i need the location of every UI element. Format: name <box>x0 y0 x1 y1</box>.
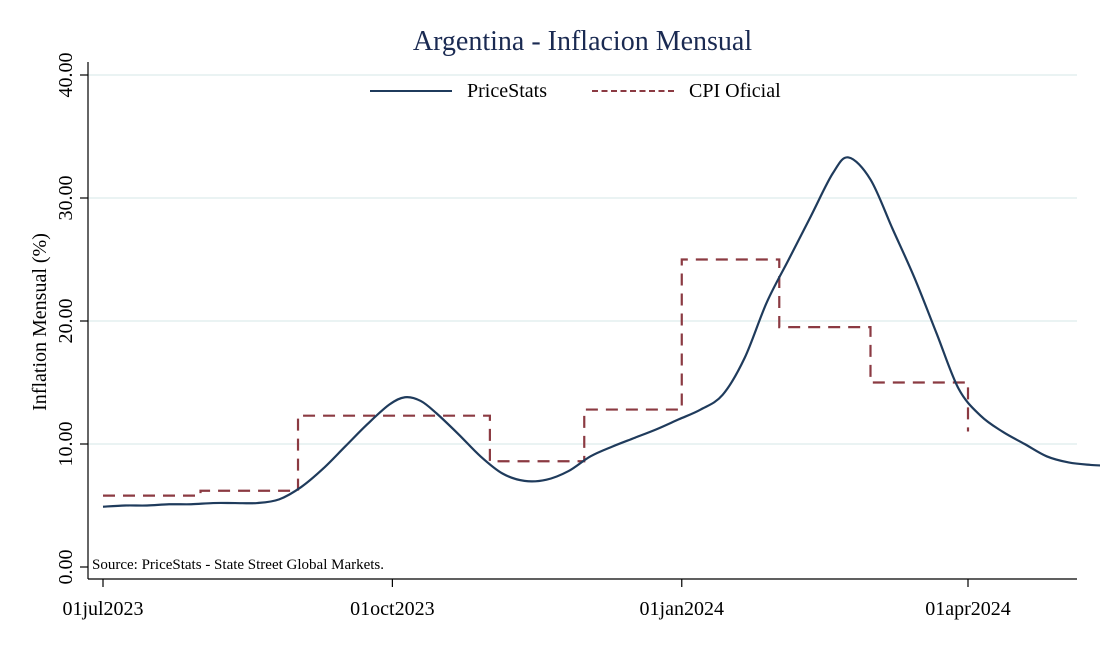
y-tick-label: 10.00 <box>55 422 77 467</box>
cpi-oficial-line <box>103 258 970 497</box>
y-axis-label: Inflation Mensual (%) <box>29 233 51 411</box>
x-axis-ticks: 01jul2023 01oct2023 01jan2024 01apr2024 <box>62 579 1011 620</box>
y-tick-label: 30.00 <box>55 176 77 221</box>
y-tick-label: 20.00 <box>55 299 77 344</box>
x-tick-label: 01jan2024 <box>640 598 724 620</box>
x-tick-label: 01jul2023 <box>62 598 143 620</box>
cpi-oficial-series <box>103 258 970 497</box>
chart-title: Argentina - Inflacion Mensual <box>412 26 753 57</box>
y-tick-label: 0.00 <box>55 550 77 585</box>
legend-label-cpi-oficial: CPI Oficial <box>689 80 781 102</box>
x-tick-label: 01apr2024 <box>925 598 1011 620</box>
pricestats-line <box>102 156 1100 508</box>
y-axis-ticks: 0.00 10.00 20.00 30.00 40.00 <box>55 53 88 585</box>
source-note: Source: PriceStats - State Street Global… <box>92 557 385 573</box>
legend-label-pricestats: PriceStats <box>467 80 547 102</box>
x-tick-label: 01oct2023 <box>350 598 434 620</box>
pricestats-series <box>102 156 1100 508</box>
legend-swatch-pricestats <box>370 90 452 92</box>
grid-lines <box>88 74 1077 445</box>
legend-swatch-cpi-oficial <box>592 90 674 92</box>
y-tick-label: 40.00 <box>55 53 77 98</box>
